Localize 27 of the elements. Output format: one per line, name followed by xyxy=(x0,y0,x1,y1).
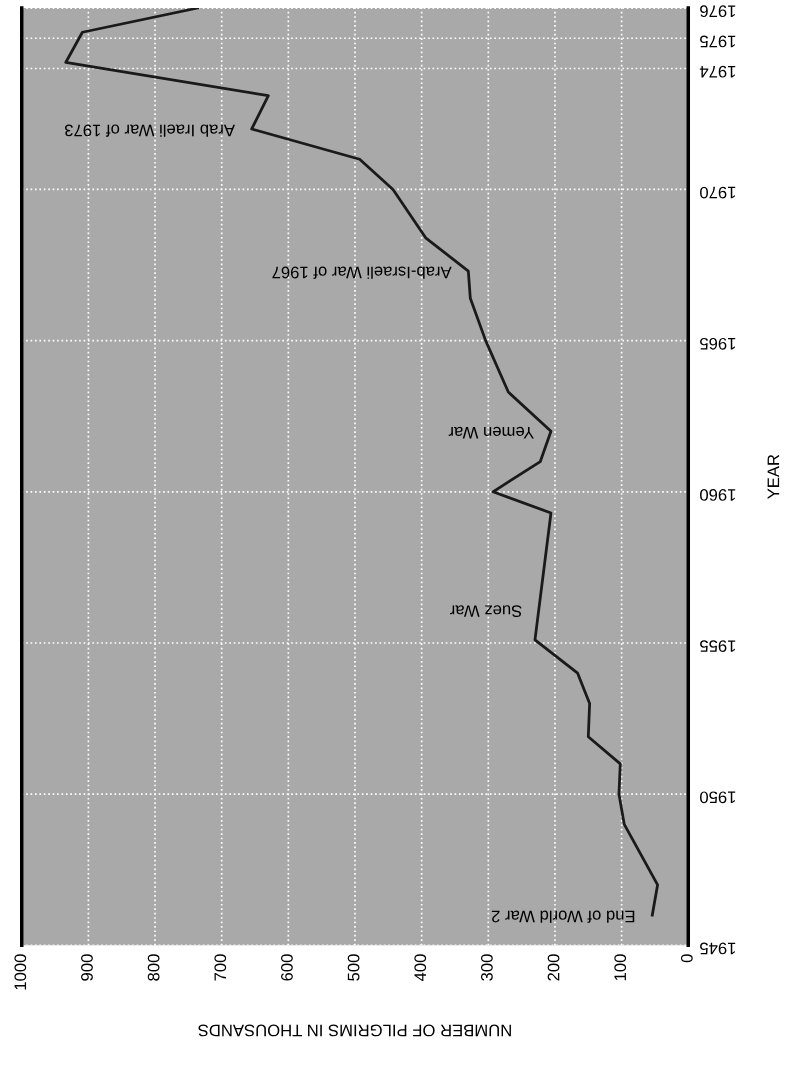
x-tick-label: 1000 xyxy=(14,954,27,990)
x-tick-label: 900 xyxy=(81,954,93,981)
annotation: Suez War xyxy=(450,605,522,618)
x-tick-label: 700 xyxy=(214,954,227,981)
y-tick-label: 1974 xyxy=(699,65,736,78)
y-tick-label: 1955 xyxy=(700,640,736,653)
y-tick-label: 1975 xyxy=(700,35,736,48)
y-tick-label: 1950 xyxy=(700,791,736,804)
annotation: Arab Iraeli War of 1973 xyxy=(65,124,235,137)
x-tick-label: 100 xyxy=(614,954,627,981)
x-tick-label: 200 xyxy=(547,954,560,981)
annotation: End of World War 2 xyxy=(491,910,635,923)
y-tick-label: 1960 xyxy=(700,489,736,501)
y-tick-label: 1965 xyxy=(700,337,736,350)
x-tick-label: 400 xyxy=(414,954,427,982)
x-tick-label: 600 xyxy=(281,954,293,981)
y-tick-label: 1970 xyxy=(700,186,736,199)
y-tick-label: 1945 xyxy=(700,942,736,955)
x-tick-label: 0 xyxy=(680,954,693,963)
x-tick-label: 300 xyxy=(480,954,493,981)
annotation: Yemen War xyxy=(448,426,534,439)
x-tick-label: 800 xyxy=(147,954,160,981)
x-axis-title: NUMBER OF PILGRIMS IN THOUSANDS xyxy=(198,1024,511,1037)
y-tick-label: 1976 xyxy=(700,5,736,18)
x-tick-label: 500 xyxy=(347,954,360,981)
annotation: Arab-Israeli War of 1967 xyxy=(272,266,452,279)
y-axis-title: YEAR xyxy=(767,454,780,500)
